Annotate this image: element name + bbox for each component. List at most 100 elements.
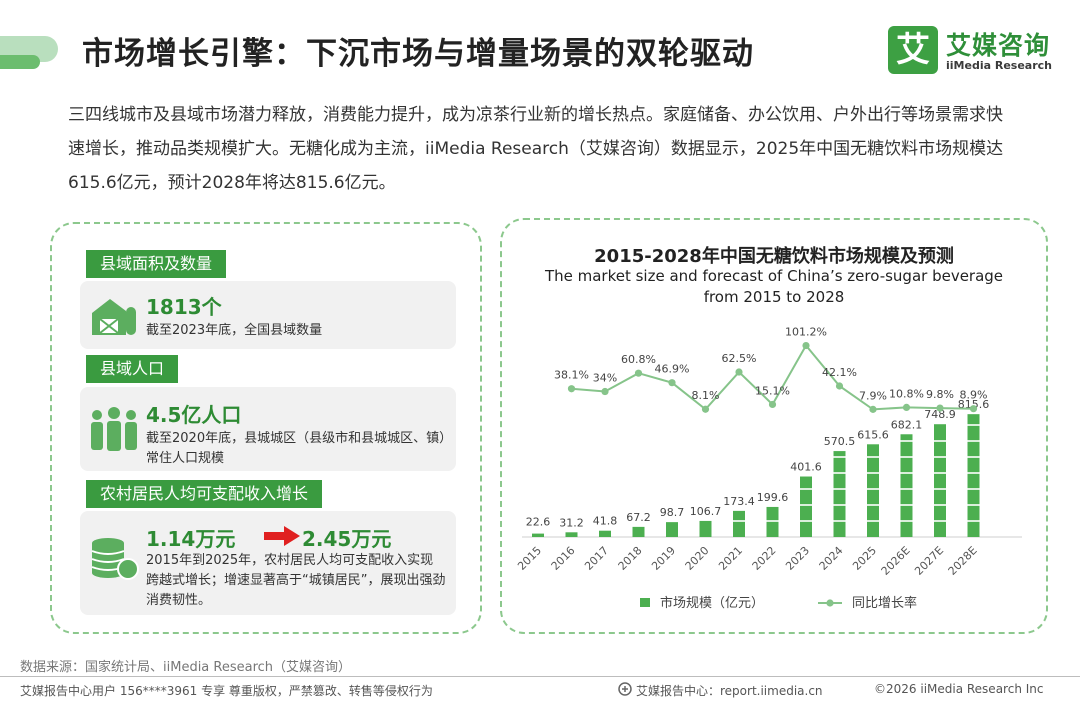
growth-rate-label: 15.1%	[755, 384, 790, 397]
growth-rate-point	[601, 387, 609, 396]
x-tick-label: 2017	[582, 544, 611, 573]
bar-value-label: 67.2	[626, 511, 651, 524]
x-tick-label: 2021	[716, 544, 745, 573]
bar-value-label: 106.7	[690, 505, 722, 518]
county-count: 1813个	[146, 295, 222, 319]
bar	[599, 530, 611, 537]
legend-bar-label: 市场规模（亿元）	[660, 595, 764, 611]
growth-rate-point	[869, 405, 877, 413]
footer-divider	[0, 676, 1080, 677]
logo-mark: 艾	[888, 26, 938, 74]
x-tick-label: 2025	[850, 544, 879, 573]
footer-site[interactable]: 艾媒报告中心：report.iimedia.cn	[636, 684, 823, 698]
population-tag: 县域人口	[86, 355, 179, 383]
bar	[733, 510, 745, 537]
growth-rate-label: 8.9%	[960, 389, 988, 402]
x-tick-label: 2023	[783, 544, 812, 573]
growth-rate-label: 8.1%	[692, 389, 720, 402]
growth-rate-label: 9.8%	[926, 388, 954, 401]
growth-rate-point	[969, 405, 978, 413]
growth-rate-label: 7.9%	[859, 389, 887, 402]
income-tag: 农村居民人均可支配收入增长	[86, 480, 323, 508]
growth-rate-point	[668, 379, 676, 387]
people-icon	[91, 407, 137, 451]
growth-rate-point	[701, 405, 710, 413]
bar-value-label: 682.1	[891, 418, 923, 431]
income-from: 1.14万元	[146, 527, 236, 551]
county-desc: 截至2023年底，全国县域数量	[146, 323, 323, 338]
growth-rate-point	[567, 385, 576, 393]
bar	[867, 444, 879, 537]
chart-subtitle: The market size and forecast of China’s …	[544, 267, 1004, 306]
legend-line-label: 同比增长率	[852, 595, 917, 611]
bar	[699, 520, 712, 537]
county-tag: 县域面积及数量	[86, 250, 227, 278]
income-desc: 2015年到2025年，农村居民人均可支配收入实现跨越式增长；增速显著高于“城镇…	[146, 553, 446, 608]
growth-rate-label: 46.9%	[655, 363, 690, 376]
population-count: 4.5亿人口	[146, 403, 242, 427]
coins-icon	[91, 538, 139, 580]
report-center-icon	[618, 682, 632, 696]
growth-rate-label: 42.1%	[822, 366, 857, 379]
growth-rate-point	[936, 404, 944, 412]
decor-pill	[0, 55, 40, 69]
bar	[934, 424, 946, 537]
legend-bar-swatch	[640, 598, 650, 607]
logo-text: 艾媒咨询	[946, 31, 1051, 60]
income-card: 1.14万元 2.45万元 2015年到2025年，农村居民人均可支配收入实现跨…	[80, 511, 456, 615]
x-tick-label: 2019	[649, 544, 678, 573]
county-card: 1813个 截至2023年底，全国县域数量	[80, 281, 456, 349]
bar-value-label: 41.8	[593, 515, 618, 528]
footer-copyright: ©2026 iiMedia Research Inc	[874, 682, 1044, 696]
growth-rate-point	[835, 382, 844, 390]
growth-rate-point	[902, 403, 911, 411]
bar	[666, 522, 678, 537]
growth-rate-label: 60.8%	[621, 353, 656, 366]
barn-icon	[92, 299, 136, 335]
bar-value-label: 98.7	[660, 506, 685, 519]
bar-value-label: 748.9	[924, 408, 956, 421]
growth-rate-label: 62.5%	[722, 352, 757, 365]
stats-panel	[50, 222, 482, 634]
page-title: 市场增长引擎：下沉市场与增量场景的双轮驱动	[82, 36, 754, 72]
bar	[532, 533, 544, 537]
bar	[833, 451, 846, 537]
bar	[632, 526, 645, 537]
bar-value-label: 615.6	[857, 428, 889, 441]
population-desc: 截至2020年底，县城城区（县级市和县城城区、镇）常住人口规模	[146, 431, 446, 466]
x-tick-label: 2015	[515, 544, 544, 573]
legend-line-marker	[826, 599, 834, 607]
bar	[900, 434, 913, 537]
bar-value-label: 570.5	[824, 435, 856, 448]
growth-rate-point	[634, 369, 643, 377]
x-tick-label: 2020	[683, 544, 712, 573]
bar-value-label: 401.6	[790, 461, 822, 474]
bar-value-label: 199.6	[757, 491, 789, 504]
footer-copyright-notice: 艾媒报告中心用户 156****3961 专享 尊重版权，严禁篡改、转售等侵权行…	[20, 684, 433, 698]
income-to: 2.45万元	[302, 527, 392, 551]
bar	[565, 532, 578, 537]
population-card: 4.5亿人口 截至2020年底，县城城区（县级市和县城城区、镇）常住人口规模	[80, 387, 456, 471]
data-source: 数据来源：国家统计局、iiMedia Research（艾媒咨询）	[20, 660, 352, 675]
bar-value-label: 173.4	[723, 495, 755, 508]
growth-rate-point	[768, 400, 777, 409]
intro-paragraph: 三四线城市及县域市场潜力释放，消费能力提升，成为凉茶行业新的增长热点。家庭储备、…	[68, 105, 1004, 193]
bar	[766, 506, 779, 537]
growth-rate-label: 34%	[593, 372, 617, 385]
x-tick-label: 2018	[616, 544, 645, 573]
x-tick-label: 2022	[750, 544, 779, 573]
x-tick-label: 2024	[817, 544, 846, 573]
x-tick-label: 2027E	[912, 544, 946, 578]
chart-title: 2015-2028年中国无糖饮料市场规模及预测	[594, 246, 954, 267]
growth-rate-point	[802, 341, 810, 350]
logo-subtext: iiMedia Research	[946, 59, 1052, 72]
x-tick-label: 2028E	[946, 544, 980, 578]
growth-rate-label: 38.1%	[554, 369, 589, 382]
bar-value-label: 31.2	[559, 516, 584, 529]
x-tick-label: 2016	[549, 544, 578, 573]
chart-panel	[500, 218, 1048, 634]
arrow-right-icon	[264, 526, 300, 546]
bar	[967, 414, 980, 537]
growth-rate-label: 101.2%	[785, 326, 827, 339]
